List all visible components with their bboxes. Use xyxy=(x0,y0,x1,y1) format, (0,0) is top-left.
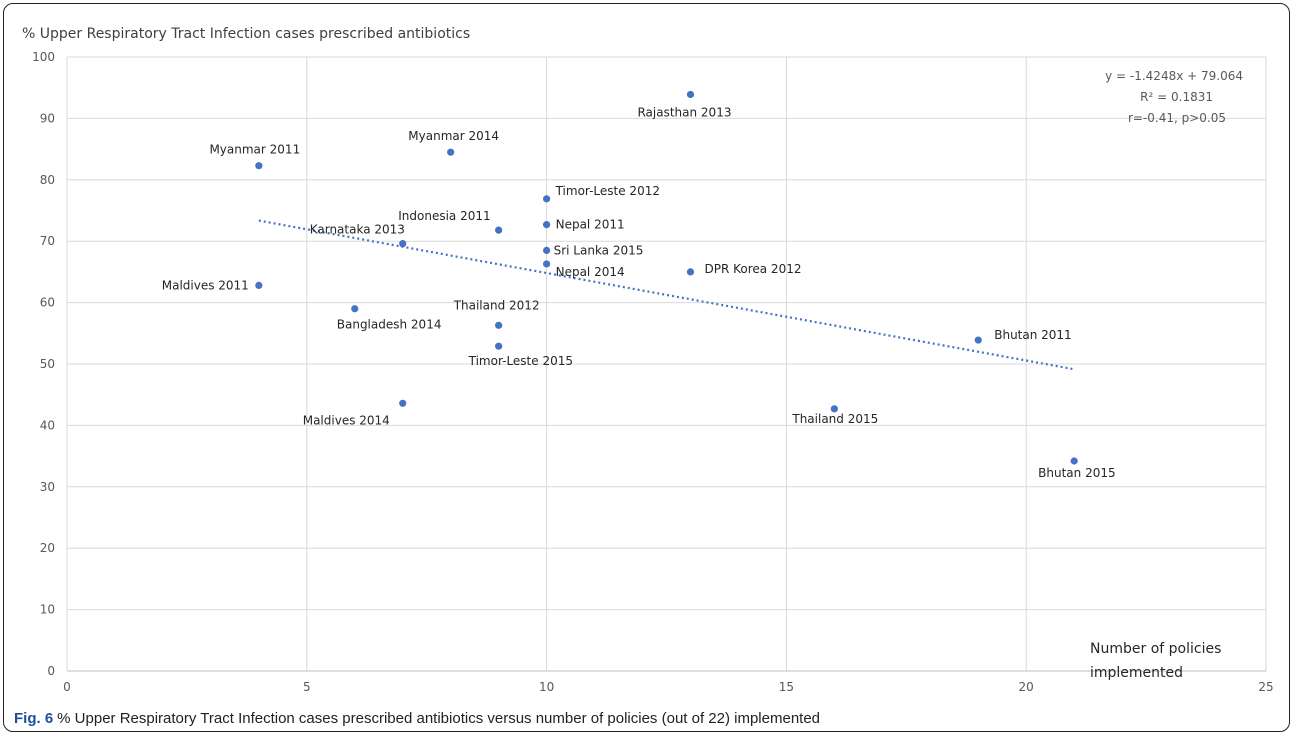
data-point xyxy=(686,268,695,276)
data-point xyxy=(399,399,407,407)
trendline-equation: y = -1.4248x + 79.064 xyxy=(1105,69,1243,83)
figure-caption: Fig. 6% Upper Respiratory Tract Infectio… xyxy=(14,710,1284,730)
figure-frame xyxy=(3,3,1290,732)
x-tick-label: 5 xyxy=(303,680,311,694)
data-point xyxy=(399,240,407,248)
point-label: Sri Lanka 2015 xyxy=(554,243,644,257)
data-point xyxy=(1070,457,1078,465)
y-tick-label: 80 xyxy=(40,173,55,187)
y-tick-label: 20 xyxy=(40,541,55,555)
y-tick-label: 10 xyxy=(40,603,55,617)
point-label: Bhutan 2011 xyxy=(994,328,1071,342)
trendline xyxy=(258,219,1075,371)
point-label: Nepal 2014 xyxy=(556,265,625,279)
y-tick-label: 40 xyxy=(40,418,55,432)
data-points xyxy=(255,90,1078,465)
x-tick-label: 25 xyxy=(1258,680,1273,694)
y-tick-label: 0 xyxy=(47,664,55,678)
data-point xyxy=(255,162,263,170)
point-label: Thailand 2015 xyxy=(791,412,878,426)
data-point xyxy=(686,90,695,99)
y-tick-label: 60 xyxy=(40,296,55,310)
x-tick-label: 0 xyxy=(63,680,71,694)
x-axis-label-line-2: implemented xyxy=(1090,665,1183,681)
data-point xyxy=(543,221,551,229)
data-point xyxy=(255,281,263,290)
correlation-note: r=-0.41, p>0.05 xyxy=(1128,111,1226,125)
data-point xyxy=(495,226,503,234)
point-label: Nepal 2011 xyxy=(556,218,625,232)
x-axis-label-line-1: Number of policies xyxy=(1090,641,1221,657)
data-point xyxy=(543,195,551,203)
axes xyxy=(66,57,1266,672)
data-point xyxy=(351,305,359,313)
scatter-chart: 0 10 20 30 40 50 60 70 80 90 100 0 5 10 15 20 25 Myanma… xyxy=(22,26,1274,694)
data-point xyxy=(543,260,551,268)
grid-lines xyxy=(67,56,1267,671)
x-tick-label: 10 xyxy=(539,680,554,694)
point-label: DPR Korea 2012 xyxy=(704,262,801,276)
point-label: Karnataka 2013 xyxy=(310,223,405,237)
data-point xyxy=(447,148,455,156)
x-tick-label: 20 xyxy=(1019,680,1034,694)
data-point xyxy=(495,321,503,329)
y-axis-label: % Upper Respiratory Tract Infection case… xyxy=(22,26,470,42)
y-tick-label: 70 xyxy=(40,234,55,248)
y-tick-label: 100 xyxy=(32,50,55,64)
y-tick-label: 30 xyxy=(40,480,55,494)
point-label: Thailand 2012 xyxy=(453,298,540,312)
data-point xyxy=(974,336,982,344)
point-label: Maldives 2011 xyxy=(162,278,249,292)
y-tick-labels: 0 10 20 30 40 50 60 70 80 90 100 xyxy=(32,50,55,678)
figure-number: Fig. 6 xyxy=(14,710,54,727)
point-label: Bhutan 2015 xyxy=(1038,466,1115,480)
point-labels: Myanmar 2011 Maldives 2011 Bangladesh 2014… xyxy=(162,105,1116,480)
point-label: Indonesia 2011 xyxy=(398,209,490,223)
data-point xyxy=(495,342,503,350)
data-point xyxy=(830,405,838,413)
point-label: Myanmar 2011 xyxy=(209,143,300,157)
point-label: Maldives 2014 xyxy=(303,413,390,427)
data-point xyxy=(543,246,551,255)
point-label: Timor-Leste 2012 xyxy=(555,184,660,198)
trendline-group xyxy=(258,219,1075,371)
y-tick-label: 90 xyxy=(40,111,55,125)
point-label: Rajasthan 2013 xyxy=(637,105,731,119)
r-squared-value: R² = 0.1831 xyxy=(1140,90,1213,104)
x-tick-label: 15 xyxy=(779,680,794,694)
x-tick-labels: 0 5 10 15 20 25 xyxy=(63,680,1273,694)
point-label: Timor-Leste 2015 xyxy=(468,354,573,368)
y-tick-label: 50 xyxy=(40,357,55,371)
caption-text: % Upper Respiratory Tract Infection case… xyxy=(57,710,821,727)
point-label: Myanmar 2014 xyxy=(408,129,499,143)
point-label: Bangladesh 2014 xyxy=(337,318,442,332)
